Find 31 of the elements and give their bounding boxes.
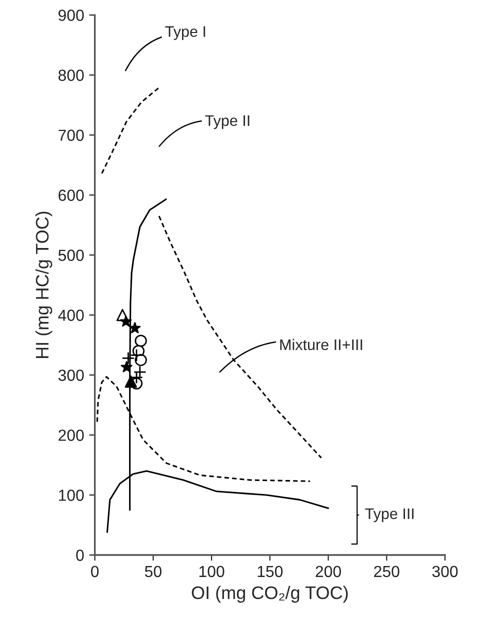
x-tick-label: 250 [374,566,400,578]
point [124,376,137,388]
line-series [101,86,160,174]
x-tick-label: 50 [144,566,162,578]
y-tick-label: 800 [58,70,84,81]
x-tick-label: 100 [199,566,224,578]
x-tick-label: 200 [316,566,341,578]
x-tick-label: 150 [258,566,283,578]
point [122,352,135,365]
x-tick-label: 300 [432,566,458,578]
point [130,348,144,362]
y-tick-label: 100 [58,490,84,501]
y-tick-label: 500 [58,250,84,261]
y-tick-label: 700 [58,130,84,141]
annotation: Type II [205,115,250,130]
y-tick-label: 200 [58,430,84,441]
y-tick-label: 300 [58,370,84,381]
y-tick-label: 0 [76,550,84,561]
annotation: Mixture II+III [280,338,362,350]
y-tick-label: 600 [58,190,84,201]
x-axis-title: OI (mg CO₂/g TOC) [192,586,348,603]
y-tick-label: 900 [58,10,84,21]
annotation: Type III [365,508,414,522]
y-tick-label: 400 [58,310,84,321]
point [120,316,132,327]
annotation: Type I [165,26,206,40]
y-axis-title: HI (mg HC/g TOC) [35,212,52,358]
point [129,322,141,334]
point [120,361,132,372]
point [134,334,147,347]
x-tick-label: 0 [91,566,99,578]
